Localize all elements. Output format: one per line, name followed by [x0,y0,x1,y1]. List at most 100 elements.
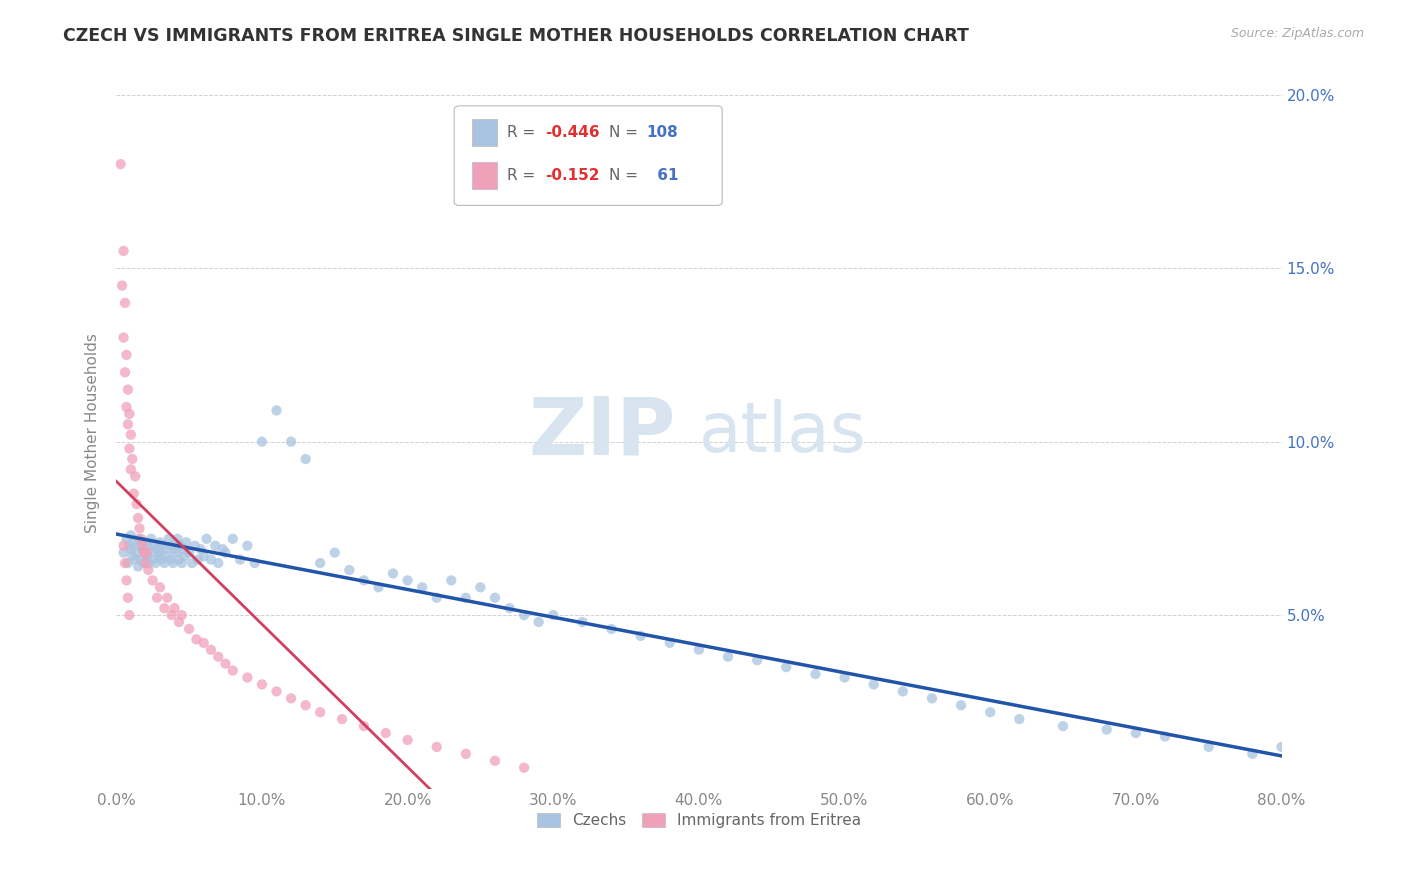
FancyBboxPatch shape [471,120,498,146]
Point [541,608,564,623]
Point [1008,712,1031,726]
Point [200,642,222,657]
Point [131,542,153,557]
Point [135,546,157,560]
Point [170,556,193,570]
Point [115,532,138,546]
Point [117,556,139,570]
Point [979,705,1001,719]
Point [658,636,681,650]
Point [172,542,194,557]
Point [149,535,172,549]
Text: 108: 108 [647,126,678,140]
Point [160,539,183,553]
Point [117,417,139,432]
Point [134,546,156,560]
Point [118,608,141,623]
Point [177,622,200,636]
Point [120,528,142,542]
Point [190,542,212,557]
Point [118,407,141,421]
Point [280,434,302,449]
Point [1052,719,1074,733]
Text: N =: N = [609,126,643,140]
Point [834,671,856,685]
Point [112,244,135,258]
Text: N =: N = [609,168,643,183]
Point [207,556,229,570]
Point [165,546,187,560]
Point [163,542,186,557]
Point [891,684,914,698]
Point [382,566,405,581]
Point [120,462,142,476]
Point [184,539,207,553]
Y-axis label: Single Mother Households: Single Mother Households [86,333,100,533]
Point [118,442,141,456]
Point [114,296,136,310]
Point [127,559,149,574]
Point [181,556,204,570]
Point [266,403,288,417]
Point [426,739,449,754]
Point [136,563,159,577]
Point [122,535,145,549]
Point [148,549,170,563]
Point [717,649,740,664]
Point [921,691,943,706]
Text: R =: R = [506,126,540,140]
Point [125,497,148,511]
Point [160,608,183,623]
Point [775,660,797,674]
Point [513,608,536,623]
Point [177,546,200,560]
Point [862,677,884,691]
Point [139,546,162,560]
Point [1241,747,1264,761]
Point [112,330,135,344]
Point [157,532,180,546]
Point [152,539,174,553]
Point [440,574,463,588]
Point [214,546,236,560]
Point [367,580,389,594]
Point [115,574,138,588]
Point [153,556,176,570]
Point [193,636,215,650]
Point [129,532,152,546]
Point [159,552,181,566]
Point [484,754,506,768]
Point [294,452,316,467]
Point [134,535,156,549]
Point [1125,726,1147,740]
Point [127,511,149,525]
Point [454,747,477,761]
Point [309,705,332,719]
Point [136,556,159,570]
Point [156,591,179,605]
Point [193,549,215,563]
Point [236,671,259,685]
Point [484,591,506,605]
Point [142,574,165,588]
Point [163,601,186,615]
Point [120,427,142,442]
Point [156,549,179,563]
Point [134,556,156,570]
Point [115,400,138,414]
Point [120,542,142,557]
Point [200,552,222,566]
Point [131,539,153,553]
Point [132,556,155,570]
Point [571,615,593,629]
Point [250,434,273,449]
Point [146,591,169,605]
Point [124,469,146,483]
Point [162,556,184,570]
Point [353,719,375,733]
Point [186,632,208,647]
Point [132,546,155,560]
Point [323,546,346,560]
Text: Source: ZipAtlas.com: Source: ZipAtlas.com [1230,27,1364,40]
Point [204,539,226,553]
